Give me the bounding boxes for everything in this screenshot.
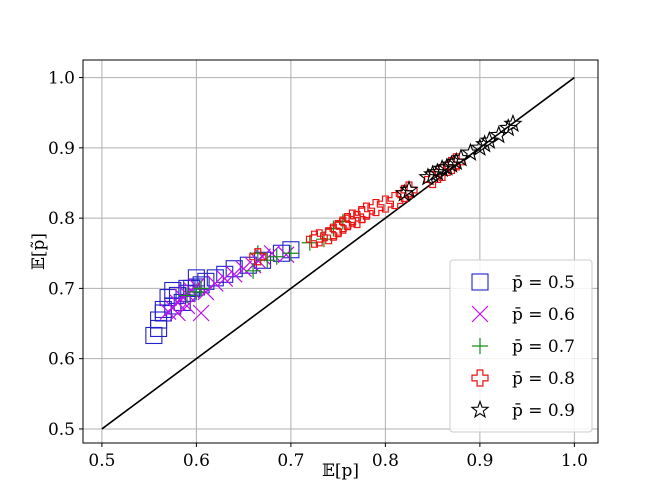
- data-point-cross: [386, 191, 404, 210]
- x-tick-label: 0.8: [372, 451, 399, 471]
- data-point-cross: [305, 230, 324, 248]
- data-point-cross: [334, 216, 352, 234]
- legend-items: p̄ = 0.5 p̄ = 0.6 p̄ = 0.7 p̄ = 0.8 p̄ = 0.9: [470, 273, 575, 421]
- data-point-x: [263, 244, 281, 262]
- data-point-star: [489, 125, 509, 144]
- data-point-x: [197, 283, 215, 301]
- legend-marker-square: [471, 273, 489, 291]
- data-point-cross: [376, 195, 394, 213]
- x-tick-label: 0.9: [466, 451, 493, 471]
- legend-marker-plus: [472, 338, 488, 354]
- data-point-cross: [338, 213, 357, 231]
- legend-marker-star: [470, 399, 490, 419]
- data-point-plus: [188, 283, 205, 300]
- data-point-plus: [301, 234, 318, 251]
- legend-label: p̄ = 0.5: [512, 273, 575, 293]
- data-point-cross: [310, 229, 328, 247]
- y-tick-label: 0.8: [48, 209, 75, 229]
- data-point-x: [235, 260, 253, 278]
- x-tick-label: 0.6: [183, 451, 210, 471]
- ticks: 0.5 0.6 0.7 0.8 0.9 1.0 0.5 0.6 0.7 0.8 0.9 1.0: [48, 69, 588, 471]
- data-point-cross: [320, 227, 338, 245]
- x-axis-label: 𝔼[p]: [322, 461, 359, 481]
- data-point-plus: [259, 252, 276, 269]
- data-point-cross: [329, 220, 347, 238]
- data-point-x: [206, 275, 224, 292]
- legend-label: p̄ = 0.9: [512, 401, 575, 421]
- data-point-x: [178, 297, 196, 315]
- data-point-cross: [343, 209, 361, 227]
- data-point-cross: [348, 210, 366, 229]
- legend-box: [449, 259, 593, 433]
- data-point-cross: [357, 202, 376, 220]
- data-point-cross: [367, 198, 385, 217]
- plot-frame: [82, 59, 599, 444]
- y-tick-label: 0.9: [48, 139, 75, 159]
- data-point-star: [503, 113, 523, 133]
- data-point-square: [150, 311, 168, 329]
- data-point-square: [216, 265, 234, 283]
- data-point-square: [225, 260, 243, 278]
- data-point-x: [216, 270, 234, 287]
- data-point-plus: [249, 245, 266, 262]
- data-point-star: [399, 179, 419, 199]
- data-point-x: [169, 304, 186, 322]
- legend-label: p̄ = 0.8: [512, 369, 575, 389]
- data-point-x: [277, 246, 295, 264]
- legend-marker-cross: [471, 369, 489, 387]
- x-tick-label: 1.0: [561, 451, 588, 471]
- x-tick-label: 0.5: [88, 451, 115, 471]
- grid: [83, 60, 598, 443]
- data-point-star: [498, 118, 518, 137]
- data-points: [145, 113, 523, 345]
- data-point-cross: [324, 223, 343, 241]
- data-point-square: [164, 281, 182, 300]
- x-tick-label: 0.7: [277, 451, 304, 471]
- y-tick-label: 0.7: [48, 279, 75, 299]
- y-tick-label: 1.0: [48, 69, 75, 89]
- data-point-x: [192, 304, 210, 322]
- y-tick-label: 0.6: [48, 350, 75, 370]
- legend-label: p̄ = 0.7: [512, 337, 575, 357]
- data-point-square: [145, 326, 163, 345]
- y-tick-label: 0.5: [48, 420, 75, 440]
- data-point-plus: [334, 213, 351, 230]
- y-axis-label: 𝔼[p̃]: [29, 233, 49, 270]
- legend: p̄ = 0.5 p̄ = 0.6 p̄ = 0.7 p̄ = 0.8 p̄ = 0.9: [449, 259, 593, 433]
- data-point-plus: [245, 262, 262, 279]
- legend-label: p̄ = 0.6: [512, 305, 575, 325]
- legend-marker-x: [471, 305, 489, 323]
- data-point-cross: [249, 248, 267, 266]
- data-point-x: [225, 265, 243, 283]
- data-point-plus: [268, 248, 285, 265]
- data-point-x: [173, 288, 191, 306]
- data-point-plus: [325, 220, 342, 237]
- data-point-plus: [282, 245, 299, 262]
- data-point-cross: [353, 206, 371, 224]
- data-point-x: [254, 248, 271, 266]
- data-point-plus: [178, 287, 195, 304]
- data-point-plus: [193, 280, 210, 297]
- data-point-plus: [315, 231, 332, 248]
